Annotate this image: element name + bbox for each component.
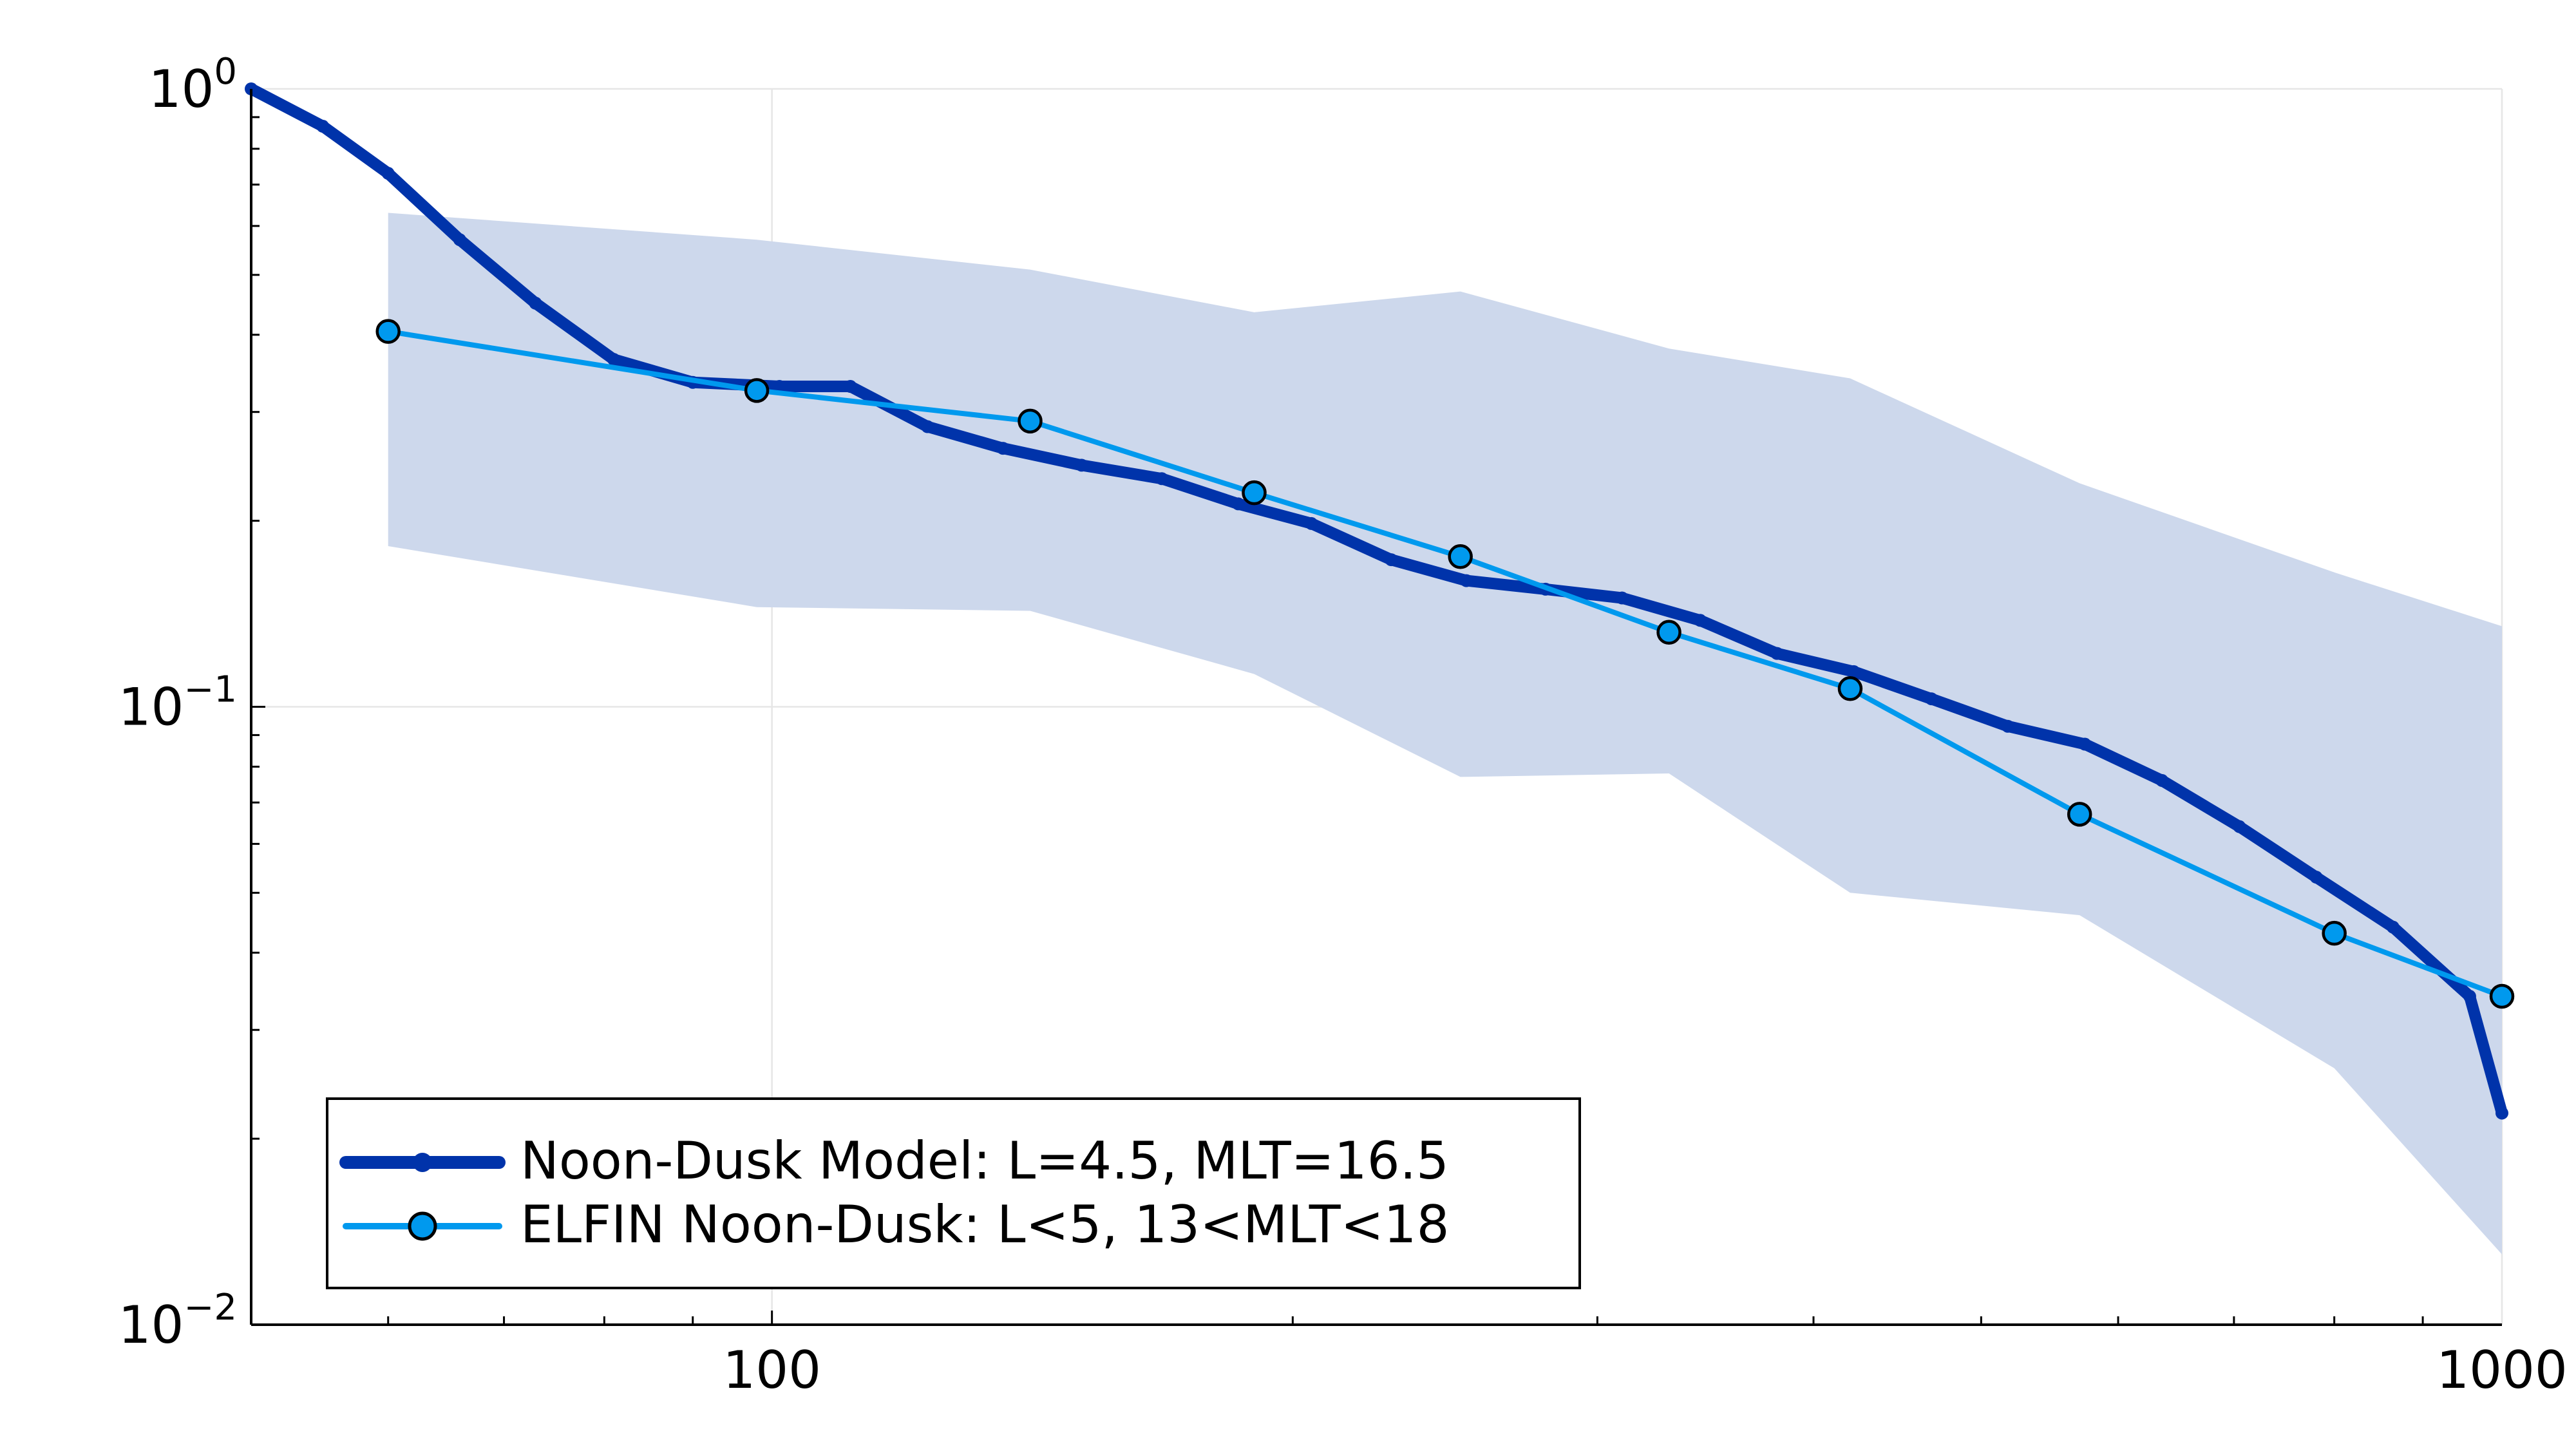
series-group bbox=[245, 82, 2515, 1120]
model-point-11 bbox=[1075, 459, 1088, 472]
confidence-band bbox=[388, 213, 2503, 1255]
legend-box bbox=[326, 1097, 1581, 1289]
tick-marks bbox=[250, 116, 2424, 1326]
model-point-25 bbox=[2155, 773, 2169, 787]
y-tick-label-base: 10 bbox=[118, 677, 184, 737]
model-point-5 bbox=[607, 352, 620, 366]
model-point-13 bbox=[1231, 497, 1245, 511]
model-point-7 bbox=[773, 379, 786, 393]
y-tick-label-exponent: −1 bbox=[184, 669, 237, 711]
elfin-line bbox=[388, 328, 2503, 999]
legend: Noon-Dusk Model: L=4.5, MLT=16.5 ELFIN N… bbox=[326, 1097, 1581, 1289]
model-point-16 bbox=[1459, 574, 1473, 587]
elfin-point-1 bbox=[744, 378, 770, 403]
model-point-9 bbox=[921, 420, 934, 433]
model-point-1 bbox=[316, 120, 330, 133]
series-1 bbox=[375, 319, 2515, 1009]
y-tick-label-1: 10−1 bbox=[118, 669, 237, 737]
model-point-27 bbox=[2309, 871, 2323, 884]
y-tick-label-exponent: −2 bbox=[184, 1287, 237, 1329]
legend-entry-elfin: ELFIN Noon-Dusk: L<5, 13<MLT<18 bbox=[343, 1195, 1449, 1255]
model-point-30 bbox=[2496, 1106, 2508, 1120]
uncertainty-band bbox=[388, 213, 2503, 1255]
model-point-28 bbox=[2386, 920, 2400, 934]
elfin-point-8 bbox=[2322, 920, 2347, 946]
model-point-29 bbox=[2463, 990, 2476, 1003]
elfin-point-2 bbox=[1018, 408, 1043, 434]
elfin-point-6 bbox=[1837, 676, 1863, 701]
legend-label-model: Noon-Dusk Model: L=4.5, MLT=16.5 bbox=[520, 1131, 1449, 1191]
model-point-18 bbox=[1615, 591, 1629, 605]
series-0 bbox=[245, 82, 2508, 1120]
elfin-point-7 bbox=[2067, 802, 2092, 827]
legend-swatch-elfin-marker bbox=[408, 1211, 437, 1241]
elfin-point-5 bbox=[1656, 620, 1681, 645]
legend-label-elfin: ELFIN Noon-Dusk: L<5, 13<MLT<18 bbox=[520, 1195, 1449, 1255]
model-point-14 bbox=[1305, 516, 1318, 530]
y-tick-label-2: 10−2 bbox=[118, 1287, 237, 1355]
y-tick-label-base: 10 bbox=[149, 59, 214, 119]
model-point-4 bbox=[529, 296, 542, 310]
legend-swatch-model-marker bbox=[413, 1153, 432, 1172]
model-point-21 bbox=[1847, 665, 1861, 678]
y-tick-label-exponent: 0 bbox=[214, 51, 237, 93]
model-point-8 bbox=[844, 379, 857, 393]
model-point-23 bbox=[2001, 719, 2014, 733]
elfin-point-4 bbox=[1448, 544, 1473, 569]
model-point-10 bbox=[996, 442, 1010, 455]
x-tick-label-0: 100 bbox=[723, 1340, 821, 1400]
model-point-26 bbox=[2233, 820, 2246, 833]
model-point-2 bbox=[381, 167, 395, 180]
model-point-22 bbox=[1925, 692, 1938, 706]
model-point-3 bbox=[453, 233, 466, 247]
model-point-24 bbox=[2078, 737, 2092, 751]
model-point-19 bbox=[1694, 614, 1707, 627]
y-tick-label-0: 100 bbox=[149, 51, 237, 119]
model-point-20 bbox=[1770, 647, 1784, 660]
model-point-15 bbox=[1385, 553, 1398, 567]
elfin-point-3 bbox=[1242, 480, 1267, 506]
y-tick-label-base: 10 bbox=[118, 1295, 184, 1355]
x-tick-label-1: 1000 bbox=[2436, 1340, 2568, 1400]
model-point-12 bbox=[1155, 472, 1168, 486]
elfin-point-0 bbox=[375, 319, 401, 344]
legend-entry-model: Noon-Dusk Model: L=4.5, MLT=16.5 bbox=[339, 1131, 1449, 1191]
elfin-point-9 bbox=[2489, 983, 2515, 1009]
